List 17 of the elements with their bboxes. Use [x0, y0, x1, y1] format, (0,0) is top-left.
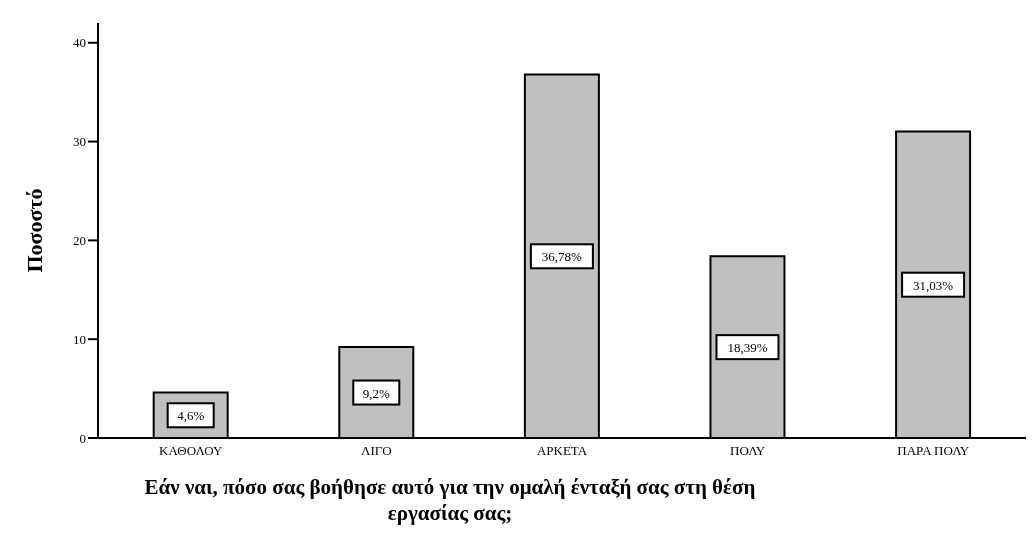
data-label: 36,78%: [541, 249, 583, 265]
x-tick-label: ΑΡΚΕΤΑ: [536, 443, 588, 459]
y-tick-label: 40: [73, 35, 86, 51]
y-tick-label: 10: [73, 331, 86, 347]
y-tick-label: 30: [73, 134, 86, 150]
x-tick-label: ΠΟΛΥ: [730, 443, 766, 459]
data-label: 31,03%: [913, 277, 954, 293]
y-axis-title: Ποσοστό: [21, 188, 47, 273]
x-tick-label: ΠΑΡΑ ΠΟΛΥ: [897, 443, 970, 459]
x-axis-title: Εάν ναι, πόσο σας βοήθησε αυτό για την ομαλή ένταξή σας στη θέση εργασίας σας;: [143, 474, 757, 526]
x-tick-label: ΚΑΘΟΛΟΥ: [159, 443, 224, 459]
data-label: 4,6%: [177, 408, 205, 424]
data-label: 9,2%: [362, 385, 390, 401]
y-tick-label: 20: [73, 233, 86, 248]
data-label: 18,39%: [727, 340, 768, 356]
x-tick-label: ΛΙΓΟ: [361, 443, 392, 459]
y-tick-label: 0: [79, 430, 86, 446]
